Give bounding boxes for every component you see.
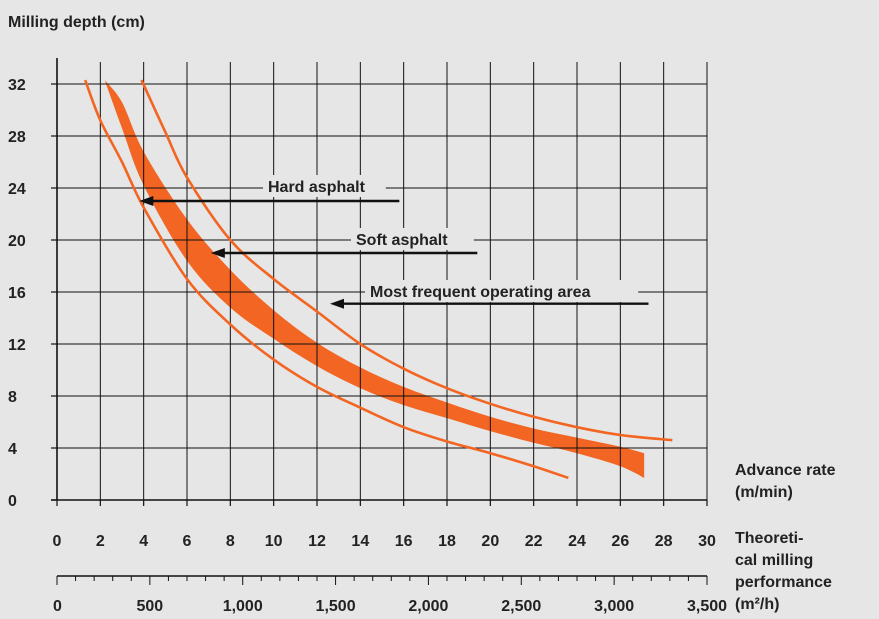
x2-axis-title: cal milling (735, 552, 813, 569)
x2-tick-label: 0 (53, 598, 62, 615)
annotation-label: Hard asphalt (268, 179, 366, 196)
x-tick-label: 16 (395, 533, 413, 550)
y-tick-label: 28 (8, 129, 26, 146)
y-tick-label: 8 (8, 389, 17, 406)
band-layer (104, 80, 645, 478)
x-tick-label: 0 (53, 533, 62, 550)
annotation-label-bg (263, 175, 386, 197)
annotation-arrowhead (330, 298, 344, 309)
x-tick-label: 12 (308, 533, 326, 550)
hard-asphalt-curve (83, 79, 569, 480)
x-tick-label: 2 (96, 533, 105, 550)
x2-tick-label: 3,500 (687, 598, 727, 615)
curve-layer (83, 79, 673, 480)
y-tick-label: 32 (8, 77, 26, 94)
x2-tick-label: 2,000 (408, 598, 448, 615)
x2-axis-title: (m²/h) (735, 596, 779, 613)
most-frequent-operating-area-curve (140, 79, 673, 442)
x-tick-label: 4 (139, 533, 148, 550)
y-tick-label: 12 (8, 337, 26, 354)
y-axis-title: Milling depth (cm) (8, 14, 145, 31)
soft-asphalt-band (104, 80, 645, 478)
x-tick-label: 14 (351, 533, 369, 550)
x-tick-label: 24 (568, 533, 586, 550)
x2-tick-label: 3,000 (594, 598, 634, 615)
x-tick-label: 26 (611, 533, 629, 550)
y-tick-label: 20 (8, 233, 26, 250)
x-axis-title: (m/min) (735, 484, 793, 501)
axis-layer (51, 58, 708, 585)
x-tick-label: 30 (698, 533, 716, 550)
y-tick-label: 24 (8, 181, 26, 198)
annotation-label-bg (351, 228, 474, 250)
annotation-arrowhead (210, 248, 225, 258)
x-tick-label: 28 (655, 533, 673, 550)
y-tick-label: 4 (8, 441, 17, 458)
x2-axis-title: performance (735, 574, 832, 591)
annotation-label-bg (365, 280, 639, 302)
x-tick-label: 6 (183, 533, 192, 550)
x-tick-label: 20 (481, 533, 499, 550)
x-tick-label: 22 (525, 533, 543, 550)
y-tick-label: 16 (8, 285, 26, 302)
grid-layer (57, 62, 708, 500)
annotation-label: Soft asphalt (356, 232, 448, 249)
x2-tick-label: 2,500 (501, 598, 541, 615)
x-axis-title: Advance rate (735, 462, 836, 479)
x-tick-label: 8 (226, 533, 235, 550)
x2-tick-label: 1,000 (223, 598, 263, 615)
x2-tick-label: 1,500 (316, 598, 356, 615)
x-tick-label: 18 (438, 533, 456, 550)
annotation-label: Most frequent operating area (370, 284, 591, 301)
annotation-layer: Hard asphalt Soft asphalt Most frequent op… (139, 175, 649, 309)
x2-axis-title: Theoreti- (735, 530, 803, 547)
annotation-arrowhead (139, 196, 154, 206)
x-tick-label: 10 (265, 533, 283, 550)
x2-tick-label: 500 (137, 598, 164, 615)
y-tick-label: 0 (8, 493, 17, 510)
